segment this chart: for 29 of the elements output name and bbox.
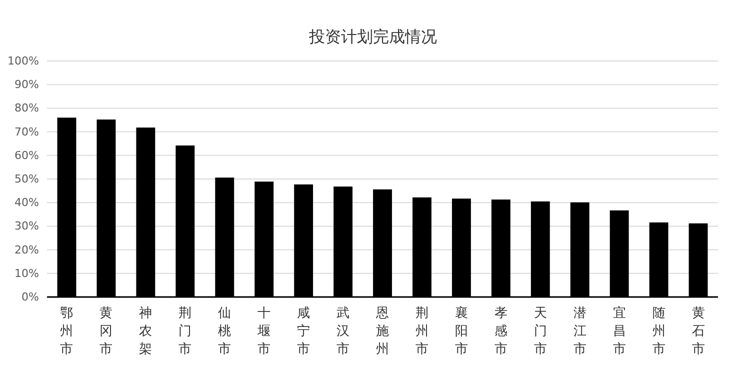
x-tick-label: 黄冈市 [100,306,113,357]
y-tick-label: 60% [14,148,39,162]
x-tick-label: 十堰市 [256,306,271,357]
y-tick-label: 0% [22,290,39,304]
x-tick-label: 恩施州 [375,306,389,357]
x-tick-label: 武汉市 [336,306,350,357]
y-tick-label: 70% [14,125,39,138]
x-tick-label: 随州市 [652,306,666,357]
y-tick-label: 50% [14,172,39,186]
x-tick-label: 鄂州市 [60,306,74,357]
x-tick-label: 襄阳市 [454,305,468,357]
y-tick-label: 30% [14,220,39,233]
chart-title: 投资计划完成情况 [308,27,437,46]
x-tick-label: 黄石市 [692,306,705,357]
x-tick-label: 神农架 [139,306,152,357]
y-tick-label: 90% [14,78,39,92]
y-tick-label: 20% [14,243,39,256]
x-tick-label: 荆州市 [415,306,428,357]
x-tick-label: 潜江市 [573,306,586,357]
y-tick-label: 80% [14,102,39,115]
x-tick-label: 天门市 [534,306,547,357]
y-tick-label: 40% [14,196,39,210]
x-tick-label: 孝感市 [494,306,508,357]
x-tick-label: 宜昌市 [612,305,626,357]
y-tick-label: 10% [14,266,39,280]
x-tick-label: 咸宁市 [297,306,310,357]
x-tick-label: 仙桃市 [218,306,232,357]
y-tick-label: 100% [8,54,39,68]
x-tick-label: 荆门市 [178,306,192,357]
